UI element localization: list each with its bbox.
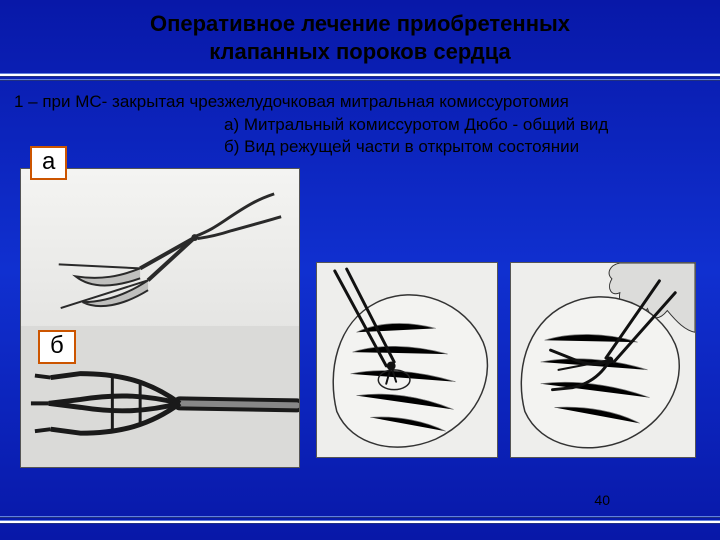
figure-label-a: а <box>30 146 67 180</box>
title-line-1: Оперативное лечение приобретенных <box>150 11 570 36</box>
slide-title: Оперативное лечение приобретенных клапан… <box>0 0 720 71</box>
text-line-a: а) Митральный комиссуротом Дюбо - общий … <box>14 114 706 135</box>
title-line-2: клапанных пороков сердца <box>209 39 510 64</box>
page-number: 40 <box>594 492 610 508</box>
title-rule-top <box>0 73 720 77</box>
figure-panel-instrument <box>20 168 300 468</box>
figure-label-b: б <box>38 330 76 364</box>
figure-panel-op-2 <box>510 262 696 458</box>
figure-area <box>20 168 700 478</box>
title-rule-bottom <box>0 79 720 81</box>
figure-panel-op-1 <box>316 262 498 458</box>
text-line-b: б) Вид режущей части в открытом состояни… <box>14 136 706 157</box>
footer-rule <box>0 514 720 526</box>
content-text: 1 – при МС- закрытая чрезжелудочковая ми… <box>0 83 720 157</box>
text-line-1: 1 – при МС- закрытая чрезжелудочковая ми… <box>14 91 706 112</box>
